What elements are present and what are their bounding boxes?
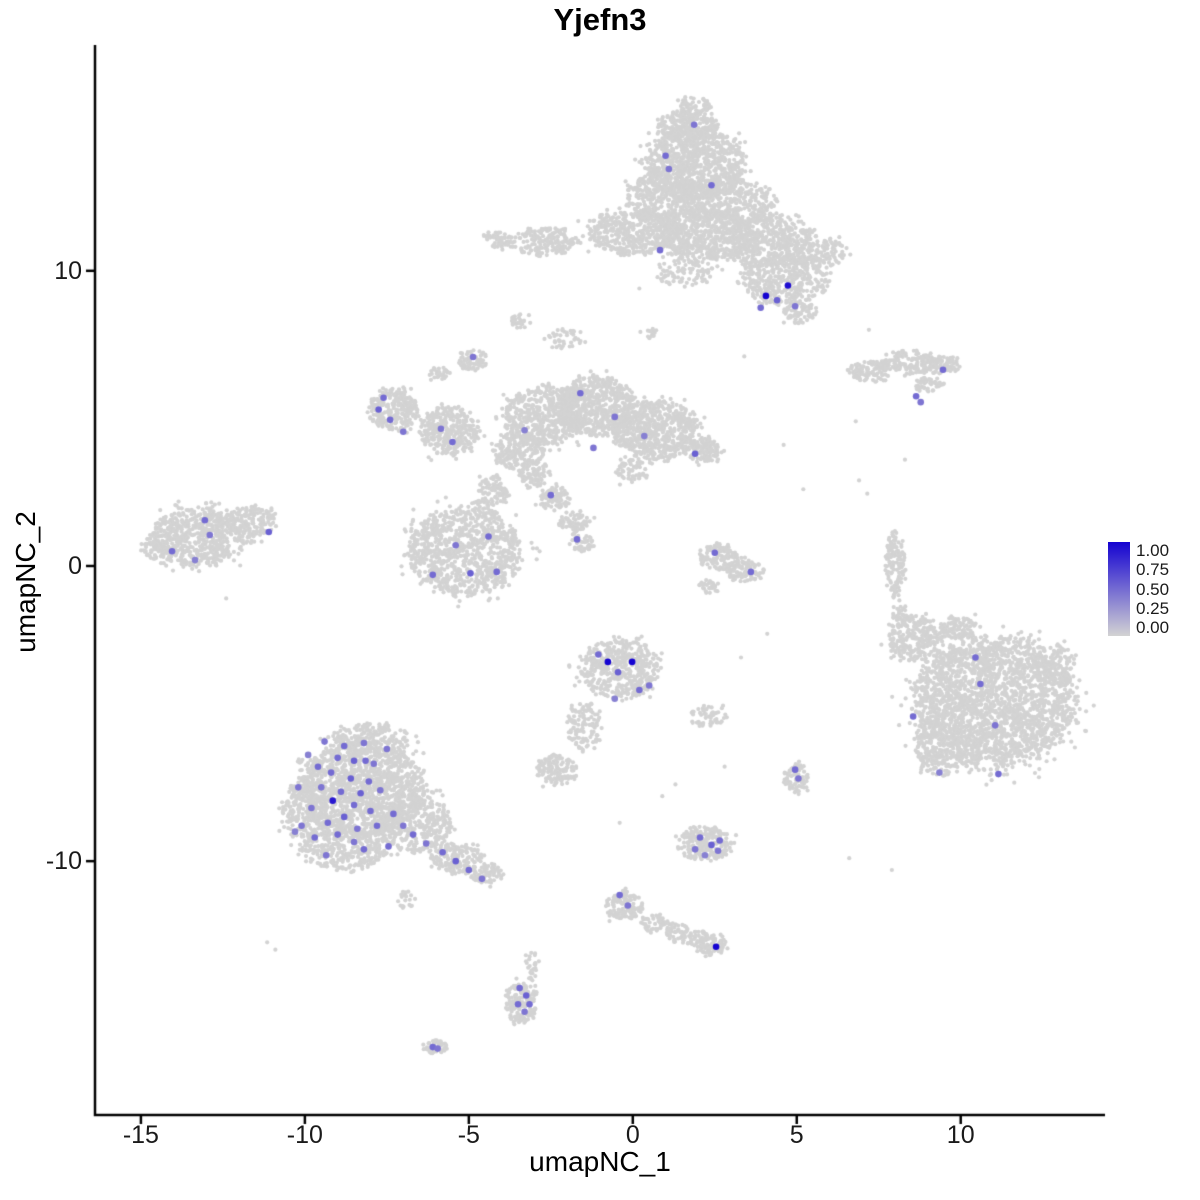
legend-label-075: 0.75 bbox=[1136, 560, 1170, 580]
y-axis-label: umapNC_2 bbox=[10, 511, 41, 653]
x-tick-label: -15 bbox=[122, 1121, 159, 1149]
legend-labels: 1.00 0.75 0.50 0.25 0.00 bbox=[1136, 542, 1169, 636]
plot-title: Yjefn3 bbox=[553, 2, 647, 37]
legend-label-050: 0.50 bbox=[1136, 579, 1170, 599]
x-axis-label: umapNC_1 bbox=[529, 1146, 671, 1177]
legend-label-max: 1.00 bbox=[1136, 541, 1170, 560]
color-legend: 1.00 0.75 0.50 0.25 0.00 bbox=[1108, 542, 1169, 636]
legend-gradient-bar bbox=[1108, 542, 1130, 636]
y-tick-label: 10 bbox=[54, 256, 82, 285]
x-tick-label: 0 bbox=[625, 1121, 640, 1149]
x-tick-label: -5 bbox=[457, 1121, 480, 1149]
y-tick-label: 0 bbox=[68, 551, 82, 580]
legend-label-025: 0.25 bbox=[1136, 598, 1170, 618]
x-tick-label: -10 bbox=[286, 1121, 323, 1149]
legend-label-min: 0.00 bbox=[1136, 618, 1170, 637]
x-tick-label: 10 bbox=[946, 1121, 975, 1149]
x-tick-label: 5 bbox=[789, 1121, 804, 1149]
y-tick-label: -10 bbox=[45, 847, 82, 876]
